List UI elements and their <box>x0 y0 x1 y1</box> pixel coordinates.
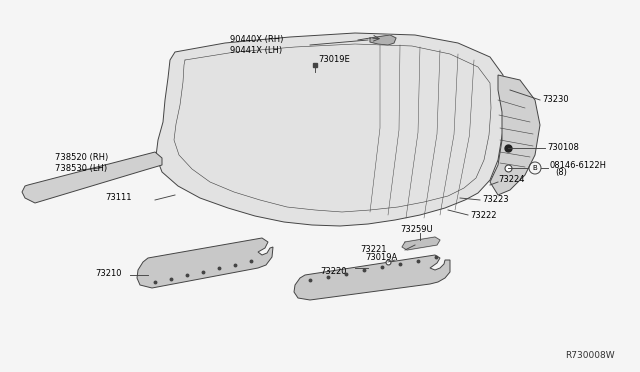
Text: 08146-6122H: 08146-6122H <box>550 160 607 170</box>
Text: 73223: 73223 <box>482 196 509 205</box>
Polygon shape <box>22 152 162 203</box>
Polygon shape <box>402 237 440 250</box>
Text: 738520 (RH)
738530 (LH): 738520 (RH) 738530 (LH) <box>55 153 108 173</box>
Text: B: B <box>532 165 538 171</box>
Text: 73221: 73221 <box>360 246 387 254</box>
Polygon shape <box>156 33 505 226</box>
Text: 73224: 73224 <box>498 176 525 185</box>
Text: 73210: 73210 <box>95 269 122 278</box>
Polygon shape <box>294 255 450 300</box>
Text: (8): (8) <box>555 167 567 176</box>
Text: 73019E: 73019E <box>318 55 349 64</box>
Text: 73019A: 73019A <box>365 253 397 263</box>
Text: 730108: 730108 <box>547 144 579 153</box>
Text: 73230: 73230 <box>542 96 568 105</box>
Text: 90440X (RH)
90441X (LH): 90440X (RH) 90441X (LH) <box>230 35 284 55</box>
Text: 73111: 73111 <box>105 193 131 202</box>
Polygon shape <box>137 238 273 288</box>
Polygon shape <box>490 75 540 195</box>
Text: 73220: 73220 <box>320 267 346 276</box>
Text: 73222: 73222 <box>470 211 497 219</box>
Text: R730008W: R730008W <box>565 351 615 360</box>
Text: 73259U: 73259U <box>400 225 433 234</box>
Polygon shape <box>370 35 396 45</box>
